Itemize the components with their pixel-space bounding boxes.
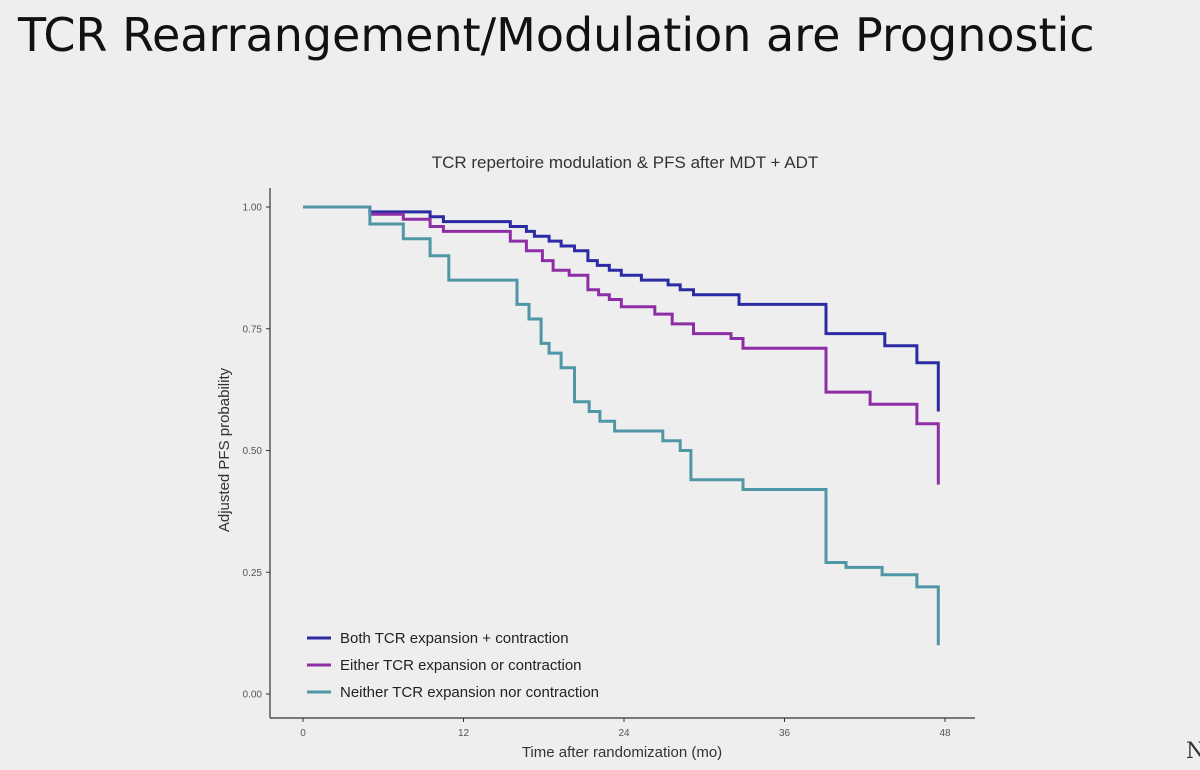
y-tick-label: 0.25	[243, 568, 263, 579]
x-tick-label: 24	[618, 728, 630, 739]
y-tick-label: 0.75	[243, 324, 263, 335]
y-tick-label: 0.00	[243, 690, 263, 701]
y-axis-ticks: 0.00 0.25 0.50 0.75 1.00	[243, 203, 270, 701]
legend-label-3: Neither TCR expansion nor contraction	[340, 684, 599, 701]
corner-logo-fragment: N	[1186, 739, 1200, 764]
series-line-1	[303, 205, 940, 412]
x-tick-label: 48	[939, 728, 951, 739]
series-line-2	[303, 205, 940, 485]
x-axis-ticks: 0 12 24 36 48	[300, 718, 951, 739]
x-axis-label: Time after randomization (mo)	[522, 744, 722, 761]
legend: Both TCR expansion + contraction Either T…	[307, 630, 599, 701]
series-line-3	[303, 205, 940, 646]
chart-title: TCR repertoire modulation & PFS after MD…	[432, 153, 819, 172]
y-tick-label: 0.50	[243, 446, 263, 457]
y-tick-label: 1.00	[243, 203, 263, 214]
legend-label-1: Both TCR expansion + contraction	[340, 630, 569, 647]
y-axis-label: Adjusted PFS probability	[216, 367, 233, 532]
series-group	[303, 205, 940, 646]
slide-title: TCR Rearrangement/Modulation are Prognos…	[18, 8, 1095, 62]
x-tick-label: 12	[458, 728, 470, 739]
x-tick-label: 36	[779, 728, 791, 739]
x-tick-label: 0	[300, 728, 306, 739]
legend-label-2: Either TCR expansion or contraction	[340, 657, 582, 674]
